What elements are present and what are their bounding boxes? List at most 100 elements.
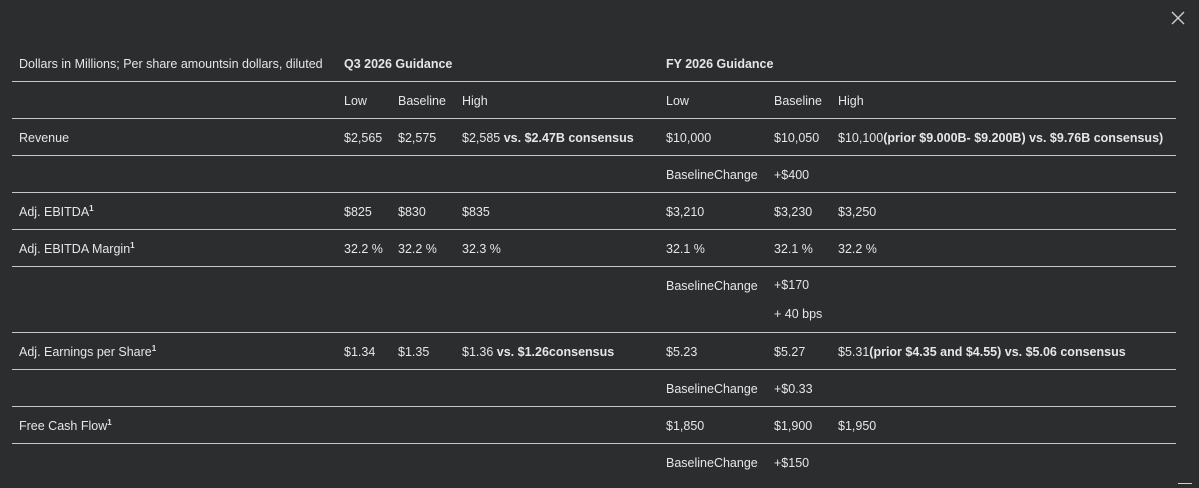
table-cell: Revenue [19, 128, 69, 148]
table-cell: +$400 [774, 165, 809, 185]
table-row: Revenue $2,565 $2,575 $2,585 vs. $2.47B con… [12, 119, 1176, 156]
cell-text: +$150 [774, 456, 810, 470]
close-button[interactable] [1171, 11, 1185, 25]
cell-text: 32.2 % [838, 242, 877, 256]
cell-text: 32.3 % [462, 242, 501, 256]
cell-line: + 40 bps [774, 307, 823, 321]
cell-text: $5.27 [774, 345, 806, 359]
cell-text: $825 [344, 205, 372, 219]
cell-text: BaselineChange [666, 168, 758, 182]
cell-text: 32.2 % [344, 242, 383, 256]
table-cell: $10,050 [774, 128, 819, 148]
cell-line: +$170 [774, 278, 810, 292]
table-cell: $10,000 [666, 128, 711, 148]
table-cell: $5.23 [666, 342, 697, 362]
table-row: BaselineChange +$400 [12, 156, 1176, 193]
cell-text: $2,585 [462, 131, 504, 145]
cell-text: $2,565 [344, 131, 383, 145]
table-cell: Dollars in Millions; Per share amountsin… [19, 54, 323, 74]
table-cell: $1,950 [838, 416, 876, 436]
table-cell: High [462, 91, 488, 111]
cell-text: Low [666, 94, 689, 108]
cell-text: $830 [398, 205, 426, 219]
cell-text: 32.1 % [666, 242, 705, 256]
table-row: Dollars in Millions; Per share amountsin… [12, 45, 1176, 82]
cell-text: Q3 2026 Guidance [344, 57, 453, 71]
table-cell: Baseline [774, 91, 822, 111]
table-cell: $1,850 [666, 416, 704, 436]
table-cell: 32.1 % [666, 239, 705, 259]
cell-text: 32.2 % [398, 242, 437, 256]
table-row: Adj. EBITDA1 $825 $830 $835 $3,210 $3,230 $3,2… [12, 193, 1176, 230]
table-cell: BaselineChange [666, 165, 758, 185]
table-cell: $3,250 [838, 202, 876, 222]
cell-text: $3,250 [838, 205, 877, 219]
cell-text: Low [344, 94, 367, 108]
cell-text: $835 [462, 205, 490, 219]
table-row: Free Cash Flow1 $1,850 $1,900 $1,950 [12, 407, 1176, 444]
cell-text: $2,575 [398, 131, 437, 145]
cell-text: Dollars in Millions; Per share amountsin… [19, 57, 323, 71]
table-cell: BaselineChange [666, 453, 758, 473]
table-cell: FY 2026 Guidance [666, 54, 773, 74]
cell-text: BaselineChange [666, 456, 758, 470]
table-row: Adj. Earnings per Share1 $1.34 $1.35 $1.36 … [12, 333, 1176, 370]
table-row: BaselineChange +$150 [12, 444, 1176, 481]
cell-text: $5.23 [666, 345, 698, 359]
cell-text: $1.35 [398, 345, 430, 359]
table-cell: $2,575 [398, 128, 436, 148]
cell-text: $1.34 [344, 345, 376, 359]
cell-text: $1.36 [462, 345, 497, 359]
cell-text: BaselineChange [666, 279, 758, 293]
footnote-mark: 1 [151, 344, 157, 353]
table-cell: Baseline [398, 91, 446, 111]
cell-text: $3,230 [774, 205, 813, 219]
cell-text: Baseline [774, 94, 822, 108]
cell-text: Revenue [19, 131, 70, 145]
table-cell: $1,900 [774, 416, 812, 436]
table-row: BaselineChange +$0.33 [12, 370, 1176, 407]
table-cell: 32.1 % [774, 239, 813, 259]
table-cell: $2,565 [344, 128, 382, 148]
row-label: Adj. EBITDA [19, 205, 90, 219]
table-cell: Adj. EBITDA Margin1 [19, 239, 135, 259]
cell-text: $1,900 [774, 419, 813, 433]
cell-text: High [462, 94, 488, 108]
table-cell: 32.2 % [344, 239, 383, 259]
cell-text: FY 2026 Guidance [666, 57, 774, 71]
cell-text: $10,000 [666, 131, 712, 145]
table-cell: $1.36 vs. $1.26consensus [462, 342, 614, 362]
cell-text: (prior $9.000B- $9.200B) vs. $9.76B cons… [883, 131, 1164, 145]
cell-text: (prior $4.35 and $4.55) vs. $5.06 consen… [869, 345, 1126, 359]
table-cell: BaselineChange [666, 379, 758, 399]
cell-text: 32.1 % [774, 242, 813, 256]
cell-text: +$400 [774, 168, 810, 182]
table-row: BaselineChange +$170 + 40 bps [12, 267, 1176, 333]
table-cell: 32.2 % [838, 239, 877, 259]
table-cell: $10,100(prior $9.000B- $9.200B) vs. $9.7… [838, 128, 1163, 148]
row-label: Adj. Earnings per Share [19, 345, 152, 359]
table-cell: Adj. Earnings per Share1 [19, 342, 156, 362]
table-cell: $5.31(prior $4.35 and $4.55) vs. $5.06 c… [838, 342, 1126, 362]
table-cell: 32.2 % [398, 239, 437, 259]
table-cell: $3,210 [666, 202, 704, 222]
footnote-mark: 1 [130, 241, 135, 250]
cell-text: $1,950 [838, 419, 877, 433]
table-cell: Adj. EBITDA1 [19, 202, 94, 222]
table-cell: +$150 [774, 453, 809, 473]
table-cell: 32.3 % [462, 239, 501, 259]
cell-text: BaselineChange [666, 382, 758, 396]
table-cell: +$0.33 [774, 379, 813, 399]
table-cell: BaselineChange [666, 276, 758, 296]
table-cell: +$170 + 40 bps [774, 271, 822, 329]
table-cell: $830 [398, 202, 426, 222]
table-cell: $825 [344, 202, 372, 222]
table-cell: $3,230 [774, 202, 812, 222]
cell-text: +$0.33 [774, 382, 813, 396]
table-row: Low Baseline High Low Baseline High [12, 82, 1176, 119]
footnote-mark: 1 [89, 204, 94, 213]
table-cell: Free Cash Flow1 [19, 416, 112, 436]
cell-text: vs. $1.26consensus [496, 345, 615, 359]
cell-text: $5.31 [838, 345, 870, 359]
